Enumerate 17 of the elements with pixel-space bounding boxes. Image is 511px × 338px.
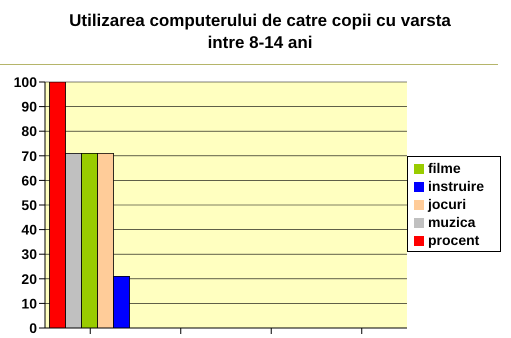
y-tick-label: 90 — [21, 98, 38, 115]
y-tick-label: 30 — [21, 246, 38, 262]
y-tick-label: 50 — [21, 196, 38, 213]
y-tick-label: 80 — [21, 123, 38, 140]
legend-label: filme — [428, 160, 461, 176]
y-tick-label: 70 — [21, 148, 38, 164]
y-tick-label: 40 — [21, 222, 38, 238]
legend-label: instruire — [428, 178, 484, 194]
y-tick-label: 20 — [21, 270, 38, 287]
y-tick-label: 10 — [21, 295, 38, 312]
y-tick-label: 0 — [29, 320, 38, 336]
legend-label: procent — [428, 232, 480, 248]
y-tick-label: 60 — [21, 172, 38, 188]
legend-label: jocuri — [428, 196, 466, 212]
chart-title: Utilizarea computerului de catre copii cu varsta intre 8-14 ani — [68, 10, 452, 54]
y-tick-label: 100 — [14, 74, 38, 90]
legend-label: muzica — [428, 214, 476, 230]
